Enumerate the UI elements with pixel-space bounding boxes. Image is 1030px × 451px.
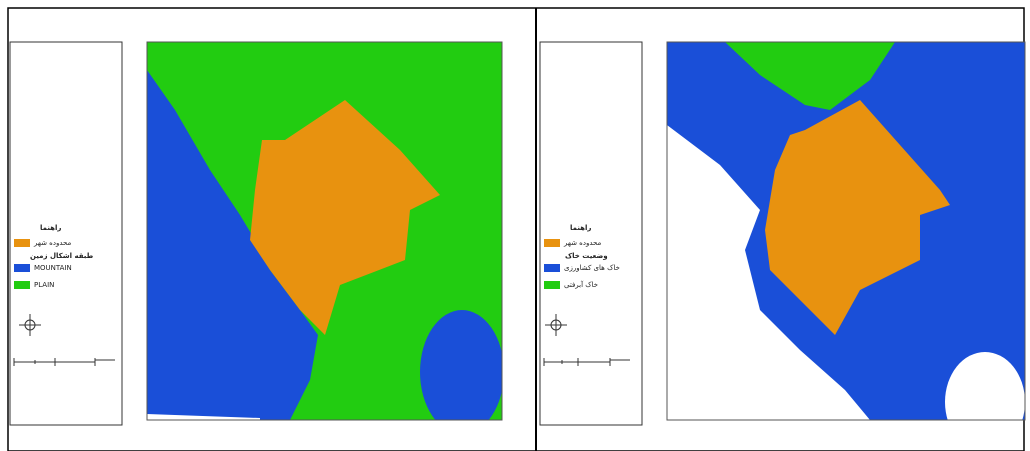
legend-title: راهنما — [570, 224, 591, 232]
swatch — [14, 239, 30, 247]
legend-item: محدوده شهر — [563, 239, 602, 247]
legend-item: خاک آبرفتی — [564, 280, 598, 289]
swatch — [544, 239, 560, 247]
swatch — [544, 281, 560, 289]
legend-item: MOUNTAIN — [34, 264, 72, 272]
legend-title: راهنما — [40, 224, 61, 232]
legend-item: PLAIN — [34, 281, 54, 289]
left-panel: راهنما محدوده شهر طبقه اشکال زمین MOUNTA… — [9, 41, 503, 426]
legend-item: خاک های کشاورزی — [564, 264, 620, 272]
legend-heading: وضعیت خاک — [565, 252, 608, 260]
map-border — [146, 41, 503, 421]
north-arrow — [545, 314, 567, 336]
swatch — [544, 264, 560, 272]
map-border — [666, 41, 1026, 421]
map — [147, 42, 502, 420]
north-arrow — [19, 314, 41, 336]
legend-box — [9, 41, 123, 426]
swatch — [14, 281, 30, 289]
swatch — [14, 264, 30, 272]
legend-box — [539, 41, 643, 426]
legend-item: محدوده شهر — [33, 239, 72, 247]
right-panel: راهنما محدوده شهر وضعیت خاک خاک های کشاو… — [539, 41, 1026, 426]
legend-heading: طبقه اشکال زمین — [30, 252, 94, 260]
map — [667, 42, 1025, 420]
scale-bar — [543, 358, 630, 366]
scale-bar — [13, 358, 115, 366]
